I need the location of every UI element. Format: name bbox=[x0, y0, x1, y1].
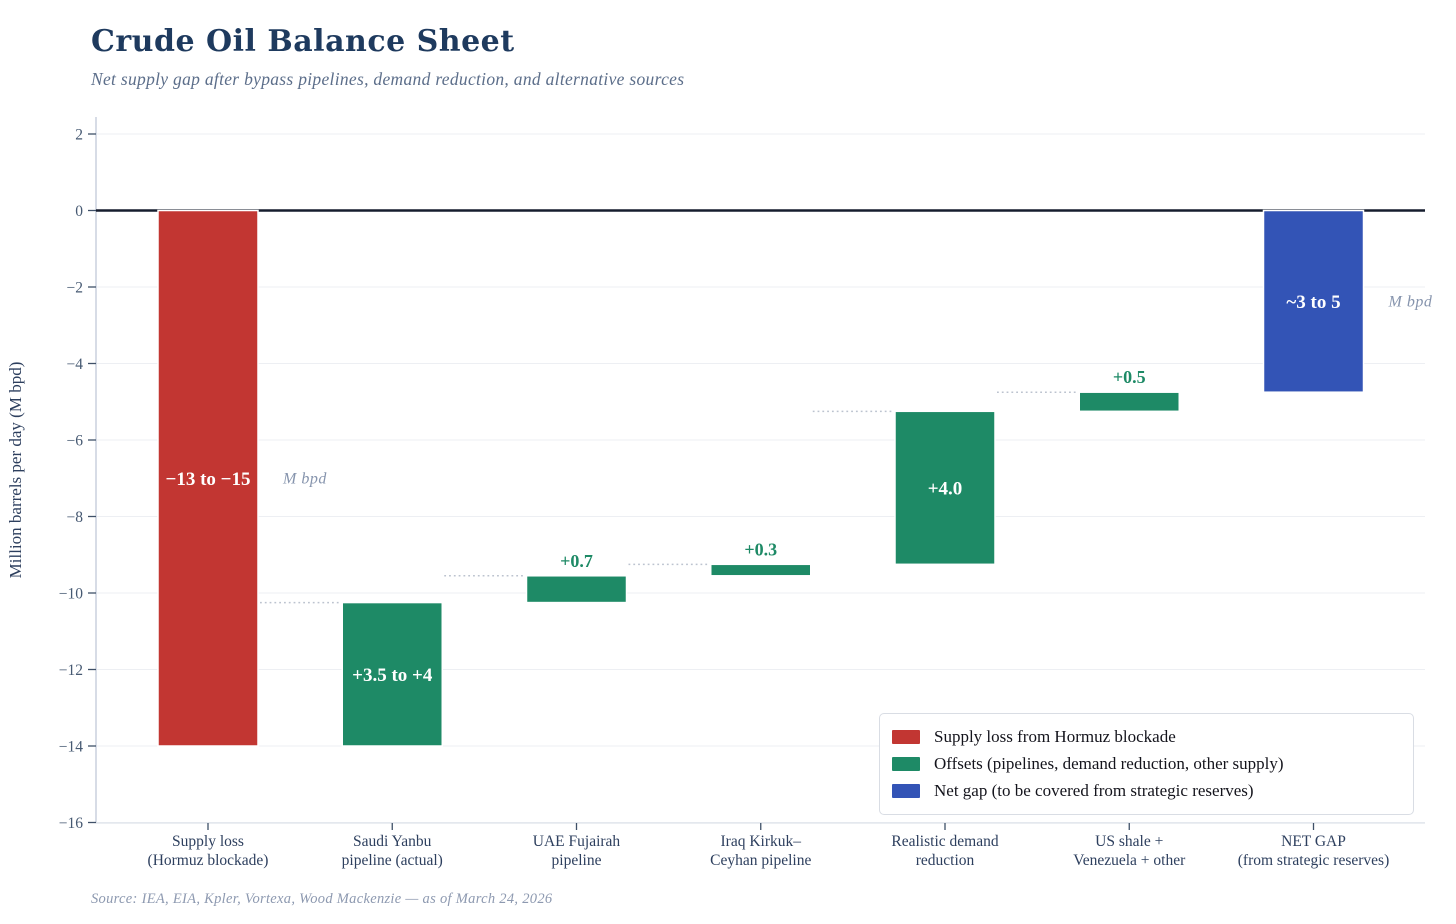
y-tick-label: −6 bbox=[67, 433, 84, 450]
y-tick-label: −16 bbox=[59, 815, 83, 832]
chart-title: Crude Oil Balance Sheet bbox=[91, 24, 515, 59]
y-tick-label: −2 bbox=[67, 280, 84, 297]
value-label-iraq-kirkuk-ceyhan-pipeline: +0.3 bbox=[744, 539, 777, 559]
y-tick-label: −4 bbox=[67, 356, 84, 373]
legend-item-offset: Offsets (pipelines, demand reduction, ot… bbox=[892, 753, 1398, 775]
x-category-label-net-gap: NET GAP (from strategic reserves) bbox=[1238, 833, 1389, 869]
bar-net-gap bbox=[1262, 209, 1365, 393]
y-tick-label: −10 bbox=[59, 586, 83, 603]
legend-label-netgap: Net gap (to be covered from strategic re… bbox=[934, 781, 1254, 800]
unit-annotation: M bpd bbox=[1388, 293, 1433, 310]
value-label-saudi-yanbu-pipeline: +3.5 to +4 bbox=[352, 665, 433, 686]
x-category-label-realistic-demand-reduction: Realistic demand reduction bbox=[891, 833, 998, 869]
legend-item-netgap: Net gap (to be covered from strategic re… bbox=[892, 780, 1398, 802]
y-axis-label: Million barrels per day (M bpd) bbox=[6, 362, 25, 579]
legend-item-loss: Supply loss from Hormuz blockade bbox=[892, 726, 1398, 748]
value-label-uae-fujairah-pipeline: +0.7 bbox=[560, 551, 593, 571]
legend-label-offset: Offsets (pipelines, demand reduction, ot… bbox=[934, 754, 1284, 773]
y-tick-label: −8 bbox=[67, 509, 84, 526]
bar-supply-loss-hormuz bbox=[157, 209, 259, 747]
value-label-net-gap: ~3 to 5 bbox=[1286, 292, 1340, 313]
bar-uae-fujairah-pipeline bbox=[525, 575, 628, 604]
y-tick-label: −14 bbox=[59, 739, 83, 756]
source-note: Source: IEA, EIA, Kpler, Vortexa, Wood M… bbox=[91, 891, 553, 907]
x-category-label-iraq-kirkuk-ceyhan-pipeline: Iraq Kirkuk– Ceyhan pipeline bbox=[710, 833, 811, 869]
bar-realistic-demand-reduction bbox=[894, 410, 996, 566]
value-label-supply-loss-hormuz: −13 to −15 bbox=[166, 469, 251, 490]
x-category-label-us-shale-venezuela-other: US shale + Venezuela + other bbox=[1073, 833, 1186, 869]
value-label-realistic-demand-reduction: +4.0 bbox=[928, 478, 963, 499]
value-label-us-shale-venezuela-other: +0.5 bbox=[1113, 367, 1146, 387]
y-tick-label: −12 bbox=[59, 662, 83, 679]
bar-iraq-kirkuk-ceyhan-pipeline bbox=[710, 563, 812, 577]
bar-saudi-yanbu-pipeline bbox=[341, 601, 443, 747]
y-tick-label: 2 bbox=[75, 127, 83, 144]
x-category-label-saudi-yanbu-pipeline: Saudi Yanbu pipeline (actual) bbox=[342, 833, 443, 869]
y-tick-label: 0 bbox=[75, 203, 83, 220]
unit-annotation: M bpd bbox=[282, 470, 327, 487]
legend-swatch-loss bbox=[892, 730, 920, 744]
legend-swatch-offset bbox=[892, 757, 920, 771]
x-category-label-uae-fujairah-pipeline: UAE Fujairah pipeline bbox=[533, 833, 621, 869]
chart-subtitle: Net supply gap after bypass pipelines, d… bbox=[91, 69, 685, 89]
legend-swatch-netgap bbox=[892, 784, 920, 798]
legend: Supply loss from Hormuz blockade Offsets … bbox=[879, 713, 1414, 815]
legend-label-loss: Supply loss from Hormuz blockade bbox=[934, 727, 1176, 746]
bar-us-shale-venezuela-other bbox=[1078, 391, 1180, 413]
x-category-label-supply-loss-hormuz: Supply loss (Hormuz blockade) bbox=[148, 833, 269, 869]
